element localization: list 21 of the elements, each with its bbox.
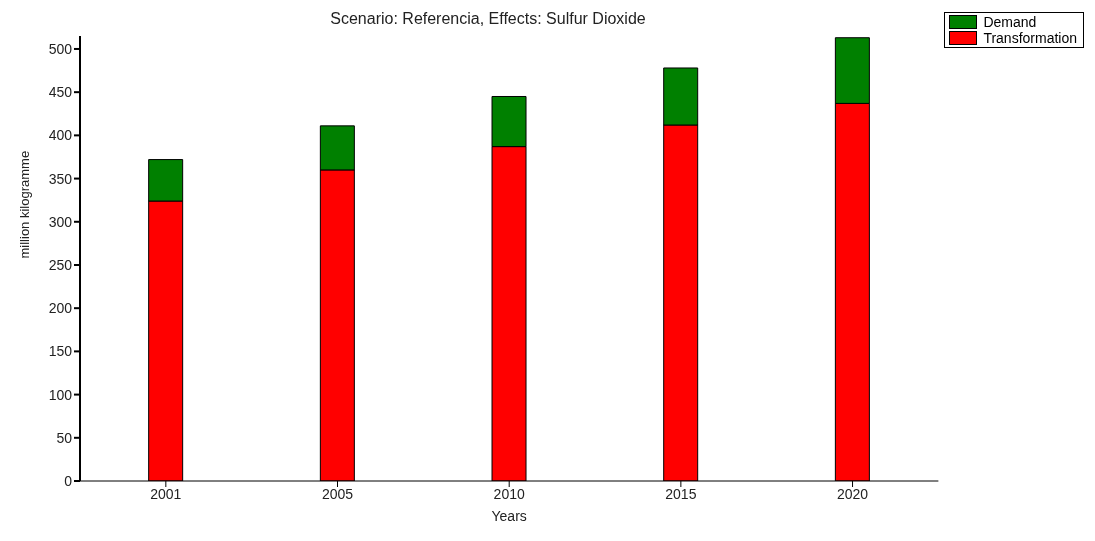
chart-title: Scenario: Referencia, Effects: Sulfur Dioxide <box>329 10 647 28</box>
legend-label: Transformation <box>983 30 1077 46</box>
y-tick-label: 500 <box>48 40 73 57</box>
y-tick-label: 50 <box>56 429 73 446</box>
y-tick-label: 100 <box>48 386 73 403</box>
y-tick-label: 400 <box>48 127 73 144</box>
y-tick-label: 350 <box>48 170 73 187</box>
y-tick-label: 250 <box>48 256 73 273</box>
x-tick-label: 2015 <box>665 485 697 502</box>
x-tick-label: 2005 <box>321 485 354 502</box>
y-tick-label: 150 <box>48 343 73 360</box>
y-axis-title: million kilogramme <box>16 150 32 259</box>
y-tick-label: 0 <box>64 472 73 489</box>
x-tick-label: 2001 <box>150 485 182 502</box>
x-axis-title: Years <box>491 508 527 524</box>
y-tick-label: 300 <box>48 213 73 230</box>
x-tick-label: 2010 <box>493 485 525 502</box>
y-tick-label: 200 <box>48 300 73 317</box>
legend-label: Demand <box>983 14 1037 30</box>
x-tick-label: 2020 <box>836 485 869 502</box>
y-tick-label: 450 <box>48 84 73 101</box>
